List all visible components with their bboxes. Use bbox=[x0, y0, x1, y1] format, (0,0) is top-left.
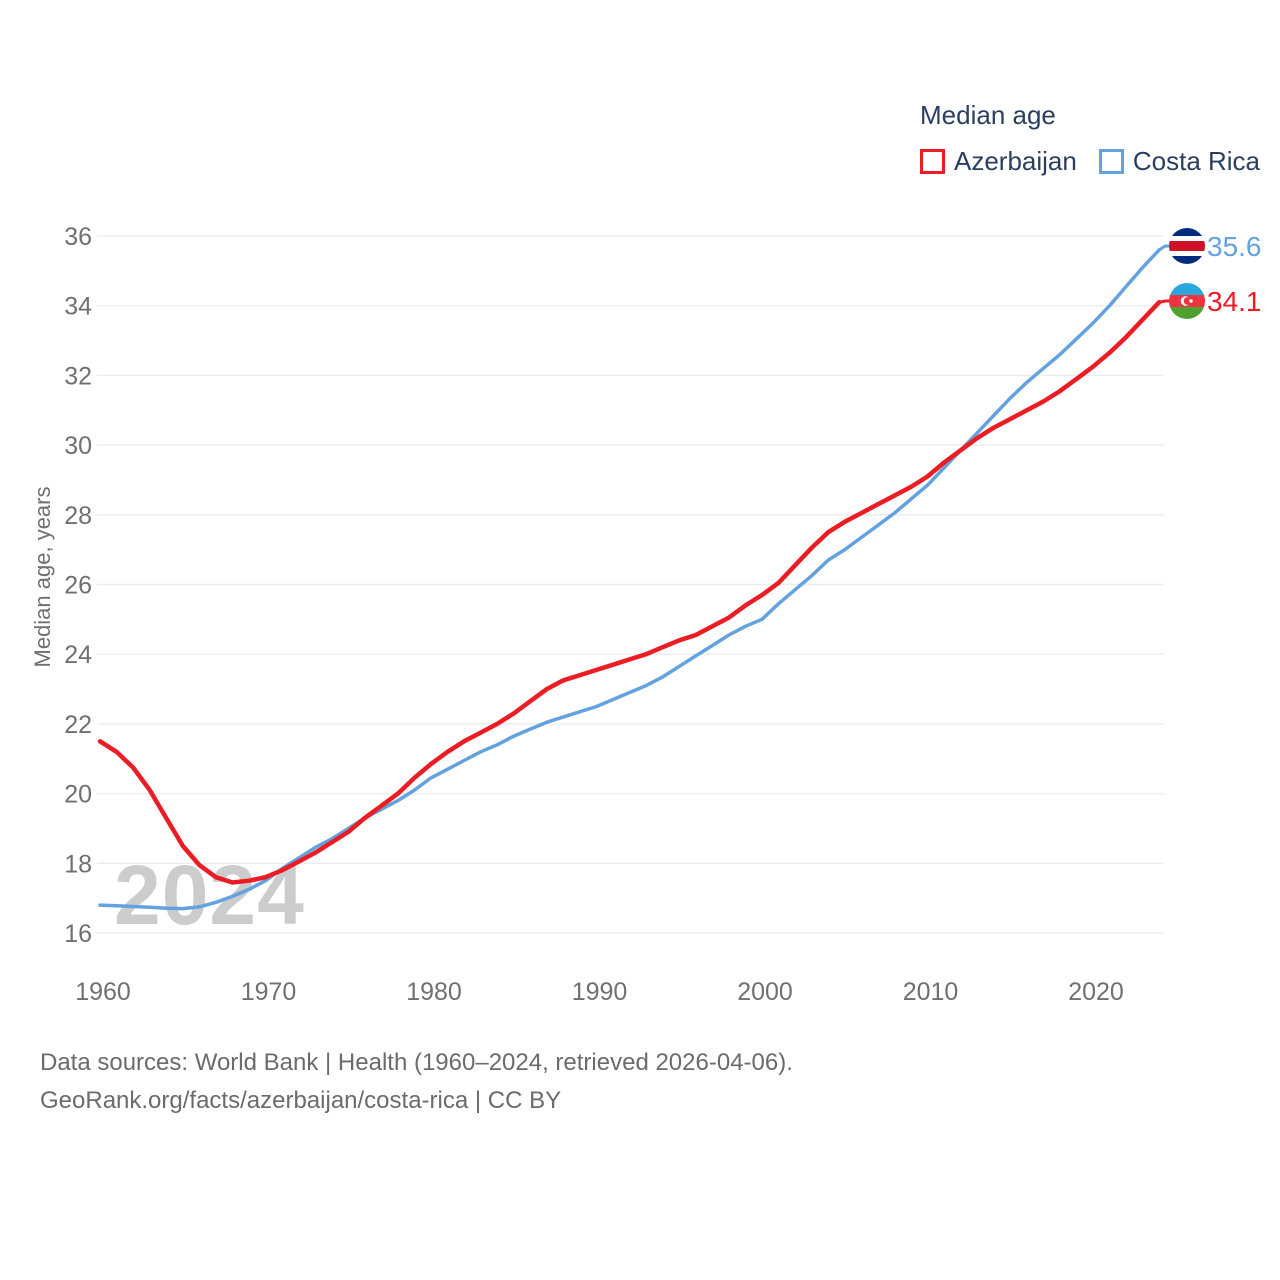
y-axis-tick-labels: 16 18 20 22 24 26 28 30 32 34 36 bbox=[64, 223, 92, 948]
y-tick-label-24: 24 bbox=[64, 641, 92, 669]
footer: Data sources: World Bank | Health (1960–… bbox=[40, 1044, 793, 1120]
y-tick-label-32: 32 bbox=[64, 362, 92, 390]
y-axis-title: Median age, years bbox=[30, 487, 55, 668]
legend-items: Azerbaijan Costa Rica bbox=[920, 146, 1260, 177]
georank-url-text[interactable]: GeoRank.org/facts/azerbaijan/costa-rica … bbox=[40, 1087, 562, 1114]
y-tick-label-34: 34 bbox=[64, 293, 92, 321]
costa-rica-flag-icon bbox=[1169, 228, 1205, 264]
costa-rica-line bbox=[98, 248, 1161, 911]
x-tick-label-1960: 1960 bbox=[75, 978, 131, 1006]
costa-rica-legend-label[interactable]: Costa Rica bbox=[1132, 146, 1261, 176]
y-tick-label-16: 16 bbox=[64, 920, 92, 948]
azerbaijan-legend-swatch-icon[interactable] bbox=[920, 149, 945, 174]
watermark-year: 2024 bbox=[114, 848, 305, 942]
x-tick-label-2010: 2010 bbox=[903, 978, 959, 1006]
y-tick-label-28: 28 bbox=[64, 502, 92, 530]
x-axis-tick-labels: 1960 1970 1980 1990 2000 2010 2020 bbox=[75, 978, 1124, 1006]
costa-rica-end-value: 35.6 bbox=[1207, 231, 1262, 262]
data-sources-text: Data sources: World Bank | Health (1960–… bbox=[40, 1049, 793, 1076]
azerbaijan-legend-label[interactable]: Azerbaijan bbox=[954, 146, 1077, 176]
azerbaijan-end-value: 34.1 bbox=[1207, 286, 1262, 317]
series-lines bbox=[97, 244, 1171, 911]
y-tick-label-36: 36 bbox=[64, 223, 92, 251]
y-tick-label-30: 30 bbox=[64, 432, 92, 460]
costa-rica-legend-swatch-icon[interactable] bbox=[1098, 149, 1124, 174]
x-tick-label-1990: 1990 bbox=[572, 978, 628, 1006]
legend: Median age Azerbaijan Costa Rica bbox=[920, 100, 1260, 177]
y-tick-label-22: 22 bbox=[64, 711, 92, 739]
legend-title: Median age bbox=[920, 100, 1056, 130]
gridlines bbox=[97, 235, 1164, 934]
x-tick-label-1970: 1970 bbox=[241, 978, 297, 1006]
y-tick-label-26: 26 bbox=[64, 572, 92, 600]
y-tick-label-20: 20 bbox=[64, 781, 92, 809]
x-tick-label-2000: 2000 bbox=[737, 978, 793, 1006]
x-tick-label-2020: 2020 bbox=[1068, 978, 1124, 1006]
azerbaijan-flag-icon bbox=[1169, 283, 1205, 319]
x-tick-label-1980: 1980 bbox=[406, 978, 462, 1006]
y-tick-label-18: 18 bbox=[64, 850, 92, 878]
azerbaijan-line bbox=[97, 299, 1162, 885]
